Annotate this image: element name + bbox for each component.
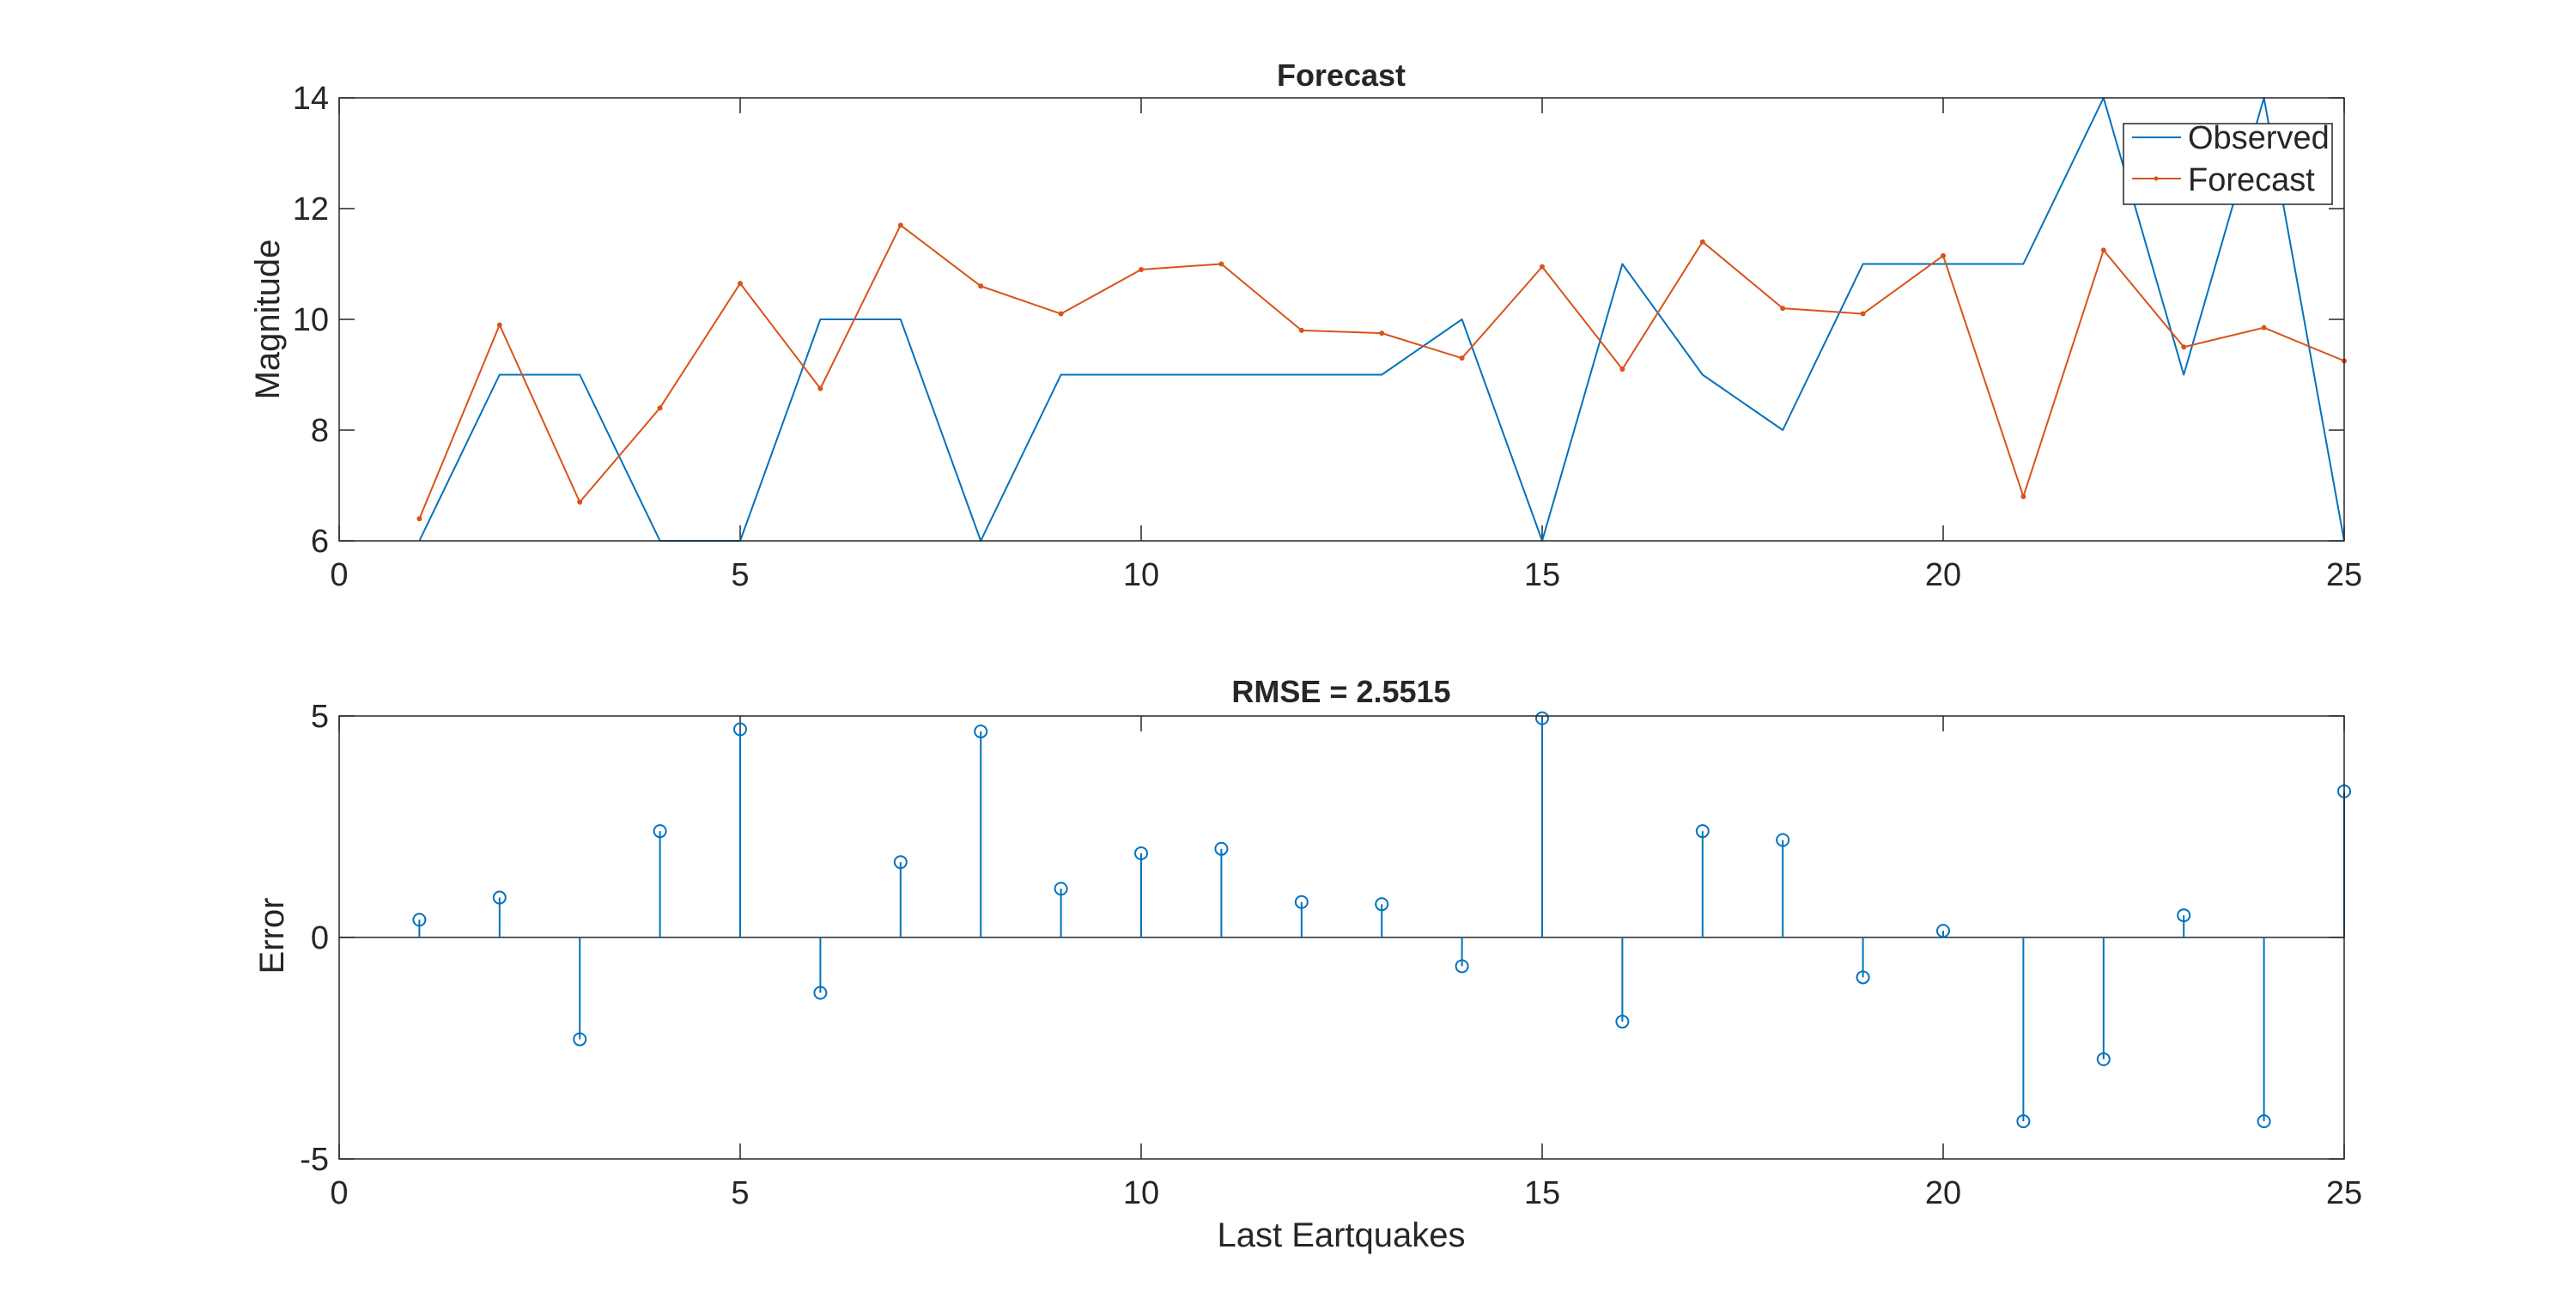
error-x-tick-label: 10	[1123, 1175, 1159, 1211]
error-point	[653, 824, 667, 839]
forecast-point	[2020, 494, 2026, 500]
error-point	[1134, 846, 1148, 860]
error-point	[2016, 1114, 2031, 1129]
error-point	[1214, 841, 1229, 856]
forecast-point	[978, 283, 984, 289]
series-line-observed	[418, 97, 2345, 542]
forecast-point	[1058, 311, 1064, 317]
forecast-point	[1379, 331, 1385, 337]
forecast-x-tick-label: 10	[1123, 557, 1159, 593]
forecast-legend: Observed Forecast	[2123, 120, 2333, 205]
error-y-tick-label: -5	[300, 1142, 329, 1178]
forecast-y-tick-label: 10	[293, 302, 329, 338]
forecast-point	[1780, 306, 1786, 312]
forecast-point	[1298, 327, 1304, 333]
forecast-point	[1860, 311, 1866, 317]
forecast-x-tick-label: 15	[1524, 557, 1560, 593]
error-point	[1695, 824, 1710, 839]
error-y-tick-label: 5	[311, 699, 329, 735]
error-point	[573, 1032, 587, 1046]
forecast-y-tick-label: 12	[293, 191, 329, 227]
error-point	[893, 855, 908, 870]
forecast-point	[1459, 355, 1465, 361]
forecast-x-tick-label: 20	[1925, 557, 1961, 593]
forecast-point	[657, 405, 663, 411]
forecast-y-tick-label: 14	[293, 81, 329, 117]
error-point	[1455, 959, 1469, 974]
error-ticks: 0 5 10 15 20 25-505	[300, 699, 2362, 1211]
error-point	[1856, 970, 1870, 985]
error-point	[1294, 895, 1309, 909]
error-point	[1375, 897, 1389, 912]
forecast-point	[1941, 252, 1946, 258]
error-panel: RMSE = 2.5515 Error Last Eartquakes 0 5 10…	[253, 674, 2362, 1254]
error-point	[733, 722, 747, 737]
forecast-x-tick-label: 25	[2326, 557, 2362, 593]
error-x-tick-label: 25	[2326, 1175, 2362, 1211]
forecast-panel: Forecast Magnitude 0 5 10 15 20 25 6 8 10 12 14 Ob…	[249, 58, 2362, 593]
forecast-point	[1139, 266, 1144, 272]
error-axes-box	[338, 715, 2345, 1160]
forecast-point	[738, 281, 743, 287]
forecast-point	[2261, 325, 2267, 331]
error-point	[974, 725, 988, 739]
error-point	[412, 913, 427, 927]
error-point	[492, 890, 507, 905]
error-y-tick-label: 0	[311, 920, 329, 956]
forecast-point	[817, 385, 823, 391]
error-x-label: Last Eartquakes	[1217, 1216, 1465, 1254]
forecast-point	[1540, 264, 1545, 270]
forecast-ticks: 0 5 10 15 20 25 6 8 10 12 14	[293, 81, 2362, 593]
forecast-series	[416, 97, 2347, 542]
error-y-label: Error	[253, 898, 291, 974]
forecast-point	[2100, 247, 2106, 253]
error-point	[1535, 711, 1549, 725]
forecast-axes-box	[338, 97, 2345, 542]
error-point	[1615, 1015, 1630, 1029]
series-line-forecast	[418, 224, 2345, 519]
error-x-tick-label: 0	[330, 1175, 348, 1211]
forecast-y-label: Magnitude	[249, 240, 287, 400]
error-point	[1054, 882, 1068, 896]
error-stems	[339, 711, 2351, 1129]
forecast-point	[1699, 239, 1705, 245]
error-point	[2096, 1052, 2111, 1066]
error-x-tick-label: 20	[1925, 1175, 1961, 1211]
error-point	[813, 986, 828, 1000]
forecast-x-tick-label: 0	[330, 557, 348, 593]
error-point	[2177, 908, 2191, 923]
error-point	[1936, 924, 1950, 938]
forecast-point	[577, 499, 583, 505]
legend-forecast-marker	[2154, 176, 2159, 181]
error-point	[1776, 833, 1790, 847]
error-point	[2257, 1114, 2271, 1129]
error-x-tick-label: 15	[1524, 1175, 1560, 1211]
forecast-y-tick-label: 6	[311, 524, 329, 560]
error-x-tick-label: 5	[731, 1175, 749, 1211]
forecast-point	[1619, 367, 1625, 373]
forecast-title: Forecast	[1277, 58, 1406, 93]
legend-forecast-label: Forecast	[2188, 162, 2315, 198]
error-title: RMSE = 2.5515	[1231, 674, 1450, 709]
forecast-x-tick-label: 5	[731, 557, 749, 593]
forecast-point	[897, 222, 903, 228]
forecast-y-tick-label: 8	[311, 413, 329, 449]
forecast-point	[496, 322, 502, 328]
forecast-point	[1218, 261, 1224, 267]
forecast-point	[2181, 344, 2187, 350]
forecast-point	[416, 516, 422, 522]
legend-observed-label: Observed	[2188, 120, 2330, 156]
